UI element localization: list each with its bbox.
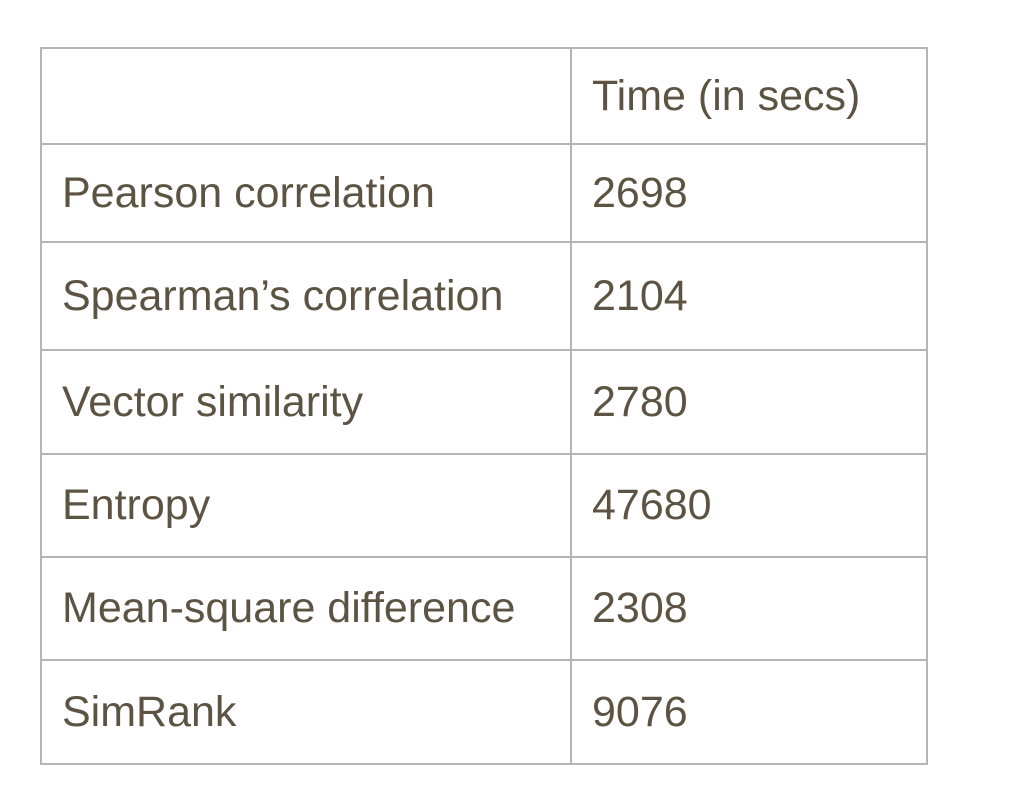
time-cell: 2698: [570, 143, 928, 243]
table-row: Mean-square difference 2308: [40, 556, 928, 661]
table-header-row: Time (in secs): [40, 47, 928, 145]
method-cell: Entropy: [40, 453, 572, 558]
method-cell: Spearman’s correlation: [40, 241, 572, 351]
method-cell: SimRank: [40, 659, 572, 765]
method-cell: Pearson correlation: [40, 143, 572, 243]
method-cell: Mean-square difference: [40, 556, 572, 661]
time-cell: 47680: [570, 453, 928, 558]
method-cell: Vector similarity: [40, 349, 572, 455]
header-method-cell: [40, 47, 572, 145]
time-cell: 2780: [570, 349, 928, 455]
time-cell: 2104: [570, 241, 928, 351]
table-row: Entropy 47680: [40, 453, 928, 558]
table-row: Spearman’s correlation 2104: [40, 241, 928, 351]
time-cell: 2308: [570, 556, 928, 661]
timing-table: Time (in secs) Pearson correlation 2698 …: [40, 47, 928, 765]
header-time-cell: Time (in secs): [570, 47, 928, 145]
time-cell: 9076: [570, 659, 928, 765]
table-row: Pearson correlation 2698: [40, 143, 928, 243]
table-row: Vector similarity 2780: [40, 349, 928, 455]
table-row: SimRank 9076: [40, 659, 928, 765]
